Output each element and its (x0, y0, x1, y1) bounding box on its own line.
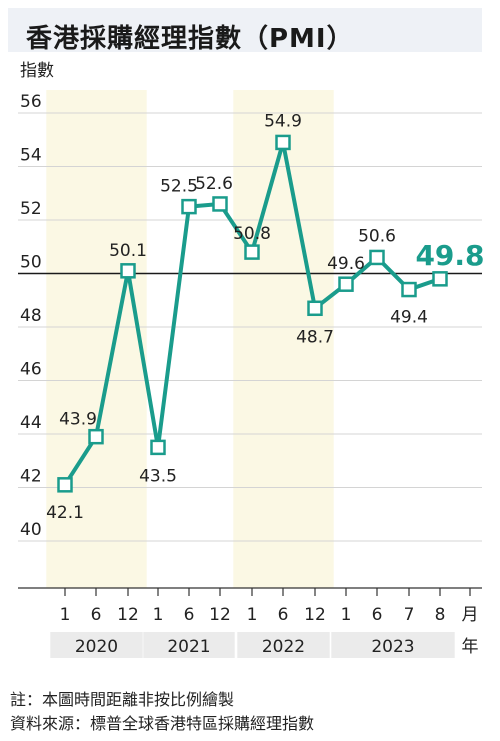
year-axis-unit: 年 (462, 637, 479, 657)
y-tick-label-48: 48 (20, 306, 42, 326)
data-point-4 (181, 198, 197, 215)
data-point-2 (120, 263, 136, 279)
x-tick-label-2: 12 (117, 605, 139, 625)
x-axis-unit: 月 (462, 605, 479, 625)
x-tick-label-7: 6 (278, 605, 289, 625)
year-band-shade-2020 (46, 90, 147, 588)
value-label-4: 52.5 (160, 177, 198, 197)
year-label-2023: 2023 (371, 637, 414, 657)
data-point-5 (212, 196, 228, 212)
value-label-11: 49.4 (390, 308, 428, 328)
value-label-7: 54.9 (264, 111, 302, 131)
value-label-10: 50.6 (358, 226, 396, 246)
data-point-10 (369, 249, 385, 266)
data-point-6 (244, 244, 260, 260)
value-label-3: 43.5 (139, 466, 177, 486)
y-tick-label-50: 50 (20, 253, 42, 273)
year-box-2021 (143, 632, 235, 658)
x-tick-label-11: 7 (404, 605, 415, 625)
x-tick-label-0: 1 (60, 605, 71, 625)
data-point-0 (57, 477, 73, 493)
year-label-2021: 2021 (167, 637, 210, 657)
y-tick-label-54: 54 (20, 146, 42, 166)
value-label-8: 48.7 (296, 327, 334, 347)
y-tick-label-46: 46 (20, 360, 42, 380)
data-point-12 (432, 271, 448, 287)
data-point-8 (307, 300, 323, 317)
y-axis-label: 指數 (20, 61, 54, 81)
data-point-11 (401, 281, 417, 298)
x-tick-label-8: 12 (304, 605, 326, 625)
y-tick-label-42: 42 (20, 467, 42, 487)
data-point-7 (275, 134, 291, 151)
value-label-9: 49.6 (327, 254, 365, 274)
x-tick-label-6: 1 (247, 605, 258, 625)
chart-source: 資料來源：標普全球香港特區採購經理指數 (10, 714, 315, 733)
data-point-3 (150, 439, 166, 456)
value-label-latest: 49.8 (415, 239, 484, 272)
chart-title: 香港採購經理指數（PMI） (26, 24, 354, 54)
x-tick-label-12: 8 (435, 605, 446, 625)
value-label-5: 52.6 (195, 174, 233, 194)
x-tick-label-4: 6 (184, 605, 195, 625)
x-tick-label-5: 12 (209, 605, 231, 625)
year-box-2020 (50, 632, 143, 658)
year-band-shade-2022 (233, 90, 334, 588)
x-tick-label-3: 1 (153, 605, 164, 625)
x-tick-label-9: 1 (341, 605, 352, 625)
title-bar: 香港採購經理指數（PMI） (8, 8, 482, 54)
y-tick-label-52: 52 (20, 199, 42, 219)
value-label-1: 43.9 (59, 410, 97, 430)
data-point-1 (88, 428, 104, 445)
y-tick-label-40: 40 (20, 520, 42, 540)
year-label-2022: 2022 (262, 637, 305, 657)
y-tick-label-44: 44 (20, 413, 42, 433)
value-label-2: 50.1 (109, 241, 147, 261)
y-tick-label-56: 56 (20, 92, 42, 112)
x-tick-label-1: 6 (91, 605, 102, 625)
data-point-9 (338, 276, 354, 292)
value-label-0: 42.1 (46, 503, 84, 523)
year-box-2023 (331, 632, 455, 658)
year-label-2020: 2020 (75, 637, 118, 657)
chart-note: 註：本圖時間距離非按比例繪製 (10, 690, 235, 709)
x-tick-label-10: 6 (372, 605, 383, 625)
value-label-6: 50.8 (233, 224, 271, 244)
year-box-2022 (237, 632, 330, 658)
